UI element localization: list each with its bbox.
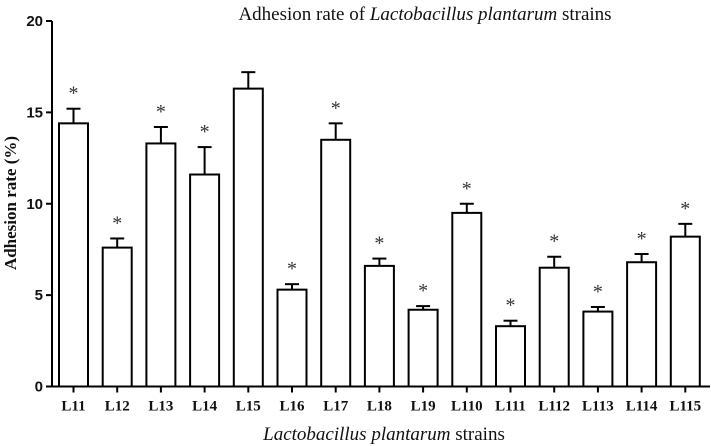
x-tick-label: L16	[279, 399, 305, 415]
x-tick-label: L18	[367, 399, 392, 415]
y-tick-label: 5	[35, 287, 43, 304]
x-tick-label: L14	[192, 399, 218, 415]
significance-marker: *	[506, 295, 516, 317]
y-tick-label: 10	[26, 196, 43, 213]
x-tick-label: L11	[61, 399, 85, 415]
x-tick-label: L113	[582, 399, 614, 415]
x-tick-label: L111	[495, 399, 526, 415]
x-tick-label: L12	[105, 399, 130, 415]
bar-L17	[320, 138, 352, 388]
bar-L112	[538, 266, 570, 388]
x-tick-label: L110	[451, 399, 483, 415]
significance-marker: *	[462, 178, 472, 200]
y-axis-label: Adhesion rate (%)	[1, 136, 20, 270]
bar-L16	[276, 288, 308, 388]
x-tick-label: L19	[411, 399, 436, 415]
bar-L113	[582, 310, 614, 388]
bar-L14	[189, 173, 221, 388]
x-tick-label: L114	[626, 399, 658, 415]
y-tick-label: 0	[35, 379, 43, 396]
bar-L111	[495, 325, 526, 388]
significance-marker: *	[156, 101, 166, 123]
x-tick-label: L15	[236, 399, 261, 415]
bar-L18	[363, 264, 395, 388]
significance-marker: *	[331, 97, 341, 119]
bar-L19	[407, 308, 439, 388]
bar-L115	[669, 235, 701, 388]
significance-marker: *	[374, 233, 384, 255]
bars: * * * * * * * * * * * * * *	[58, 71, 701, 388]
x-tick-label: L13	[148, 399, 173, 415]
bar-L114	[626, 261, 658, 388]
x-tick-label: L17	[323, 399, 349, 415]
bar-L110	[451, 211, 483, 388]
significance-marker: *	[680, 198, 690, 220]
bar-L11	[58, 122, 89, 388]
significance-marker: *	[112, 212, 122, 234]
axes: 0 5 10 15 20 L11 L12 L13 L14 L15 L16 L17 L18 L19 L110 L…	[26, 13, 710, 415]
y-tick-label: 15	[26, 104, 43, 121]
significance-marker: *	[637, 228, 647, 250]
bar-L15	[232, 87, 264, 388]
y-tick-label: 20	[26, 13, 43, 30]
significance-marker: *	[549, 231, 559, 253]
chart-title: Adhesion rate of Lactobacillus plantarum…	[238, 4, 611, 25]
x-tick-label: L112	[538, 399, 570, 415]
bar-L13	[145, 142, 177, 388]
x-axis-label: Lactobacillus plantarum strains	[262, 424, 505, 445]
significance-marker: *	[200, 121, 210, 143]
significance-marker: *	[418, 280, 428, 302]
significance-marker: *	[69, 83, 79, 105]
x-tick-label: L115	[669, 399, 701, 415]
bar-L12	[101, 246, 133, 388]
significance-marker: *	[287, 258, 297, 280]
significance-marker: *	[593, 281, 603, 303]
